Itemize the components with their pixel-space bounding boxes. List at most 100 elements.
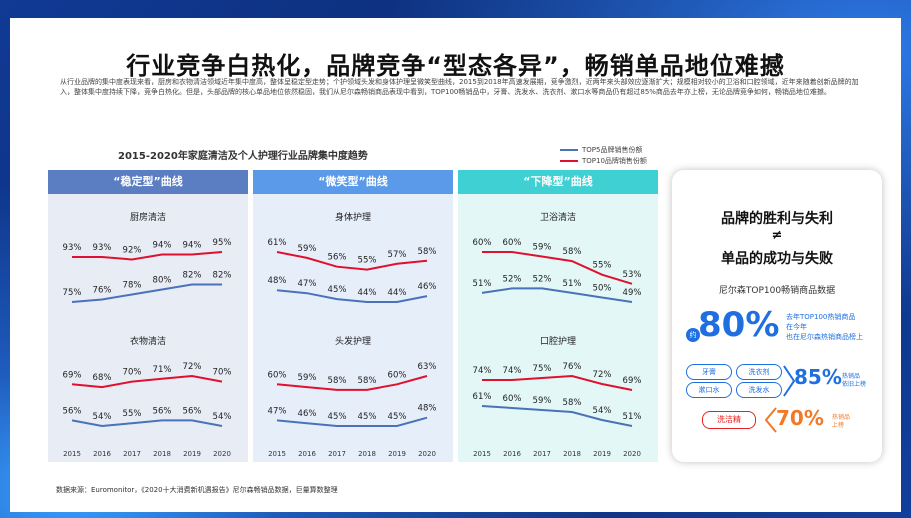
label-85-line2: 依旧上榜 [842,381,867,388]
data-label-top10-kitchen-2020: 95% [213,238,232,248]
data-label-top5-oral-2020: 51% [623,412,642,422]
percentage-85: 85% [794,365,842,389]
data-label-top5-laundry-2019: 56% [183,406,202,416]
x-tick-stable-2019: 2019 [183,450,201,458]
chart-group-decline: “下降型”曲线 卫浴清洁 60% 60% 59% 58% 55% 53% 51% 52% 52% 51… [458,170,658,462]
data-label-top10-laundry-2019: 72% [183,362,202,372]
x-tick-stable-2016: 2016 [93,450,111,458]
data-label-top10-oral-2017: 75% [533,364,552,374]
data-label-top10-oral-2016: 74% [503,366,522,376]
data-label-top10-body-2020: 58% [418,247,437,257]
tag-shampoo: 洗发水 [736,382,782,398]
data-label-top5-kitchen-2020: 82% [213,271,232,281]
panel-title-kitchen: 厨房清洁 [130,211,166,223]
data-label-top10-hair-2019: 60% [388,370,407,380]
label-85-line1: 热销品 [842,373,861,380]
data-label-top5-bath-2019: 50% [593,284,612,294]
data-label-top5-hair-2017: 45% [328,412,347,422]
x-tick-decline-2016: 2016 [503,450,521,458]
x-tick-smile-2016: 2016 [298,450,316,458]
intro-paragraph: 从行业品牌的集中度表现来看，厨房和衣物清洁领域近年集中度高，整体呈稳定型走势；个… [60,78,859,96]
approx-circle: 约 [686,328,700,342]
series-line-top10-hair [276,375,428,391]
x-tick-stable-2015: 2015 [63,450,81,458]
data-label-top10-kitchen-2018: 94% [153,241,172,251]
data-label-top5-hair-2018: 45% [358,412,377,422]
insight-line-1: 品牌的胜利与失利 [721,211,833,227]
tag-mouthwash: 漱口水 [686,382,732,398]
data-label-top5-kitchen-2017: 78% [123,281,142,291]
data-label-top5-laundry-2020: 54% [213,412,232,422]
data-source: 数据来源：Euromonitor，《2020十大消费新机遇报告》尼尔森畅销品数据… [56,486,338,494]
data-label-top5-oral-2018: 58% [563,398,582,408]
group-header-decline: “下降型”曲线 [458,170,658,194]
label-85: 热销品 依旧上榜 [842,373,866,389]
group-chart-svg-stable: 厨房清洁 93% 93% 92% 94% 94% 95% 75% 76% 78% 80% 82% 82%… [63,211,232,458]
data-label-top5-laundry-2015: 56% [63,406,82,416]
group-chart-svg-decline: 卫浴清洁 60% 60% 59% 58% 55% 53% 51% 52% 52% 51% 50% 49%… [473,211,642,458]
data-label-top5-hair-2020: 48% [418,404,437,414]
data-label-top5-hair-2016: 46% [298,409,317,419]
not-equal-sign: ≠ [771,228,783,243]
series-line-top5-bath [481,287,633,303]
x-tick-stable-2017: 2017 [123,450,141,458]
label-70-line2: 上榜 [832,422,845,429]
percentage-70: 70% [776,406,824,430]
data-label-top10-laundry-2018: 71% [153,365,172,375]
series-line-top10-body [276,251,428,271]
data-label-top5-body-2015: 48% [268,276,287,286]
tag-laundry-detergent: 洗衣剂 [736,364,782,380]
data-label-top5-hair-2015: 47% [268,406,287,416]
note-80-line1: 去年TOP100热销商品 [786,313,856,321]
x-tick-decline-2015: 2015 [473,450,491,458]
data-label-top10-kitchen-2016: 93% [93,243,112,253]
series-line-top10-bath [482,251,633,285]
data-label-top10-oral-2015: 74% [473,366,492,376]
x-tick-decline-2017: 2017 [533,450,551,458]
data-label-top10-kitchen-2015: 93% [63,243,82,253]
chart-title: 2015-2020年家庭清洁及个人护理行业品牌集中度趋势 [118,151,368,162]
data-label-top10-oral-2020: 69% [623,376,642,386]
data-label-top5-kitchen-2015: 75% [63,288,82,298]
x-tick-smile-2015: 2015 [268,450,286,458]
insight-line-3: 单品的成功与失败 [721,251,833,267]
data-label-top10-body-2016: 59% [298,244,317,254]
x-tick-decline-2019: 2019 [593,450,611,458]
label-70: 热销品 上榜 [832,414,850,430]
data-label-top10-laundry-2020: 70% [213,368,232,378]
data-label-top10-bath-2020: 53% [623,270,642,280]
data-label-top10-bath-2019: 55% [593,261,612,271]
x-tick-smile-2020: 2020 [418,450,436,458]
data-label-top5-kitchen-2019: 82% [183,271,202,281]
data-label-top5-body-2018: 44% [358,288,377,298]
series-line-top5-kitchen [71,283,222,303]
series-line-top10-kitchen [72,251,223,261]
x-tick-stable-2020: 2020 [213,450,231,458]
data-label-top5-laundry-2016: 54% [93,412,112,422]
data-label-top5-body-2020: 46% [418,282,437,292]
panel-title-laundry: 衣物清洁 [130,335,166,347]
data-label-top5-laundry-2018: 56% [153,406,172,416]
x-tick-stable-2018: 2018 [153,450,171,458]
legend-label-top5: TOP5品牌销售份额 [582,145,643,154]
tag-dish-soap: 洗洁精 [702,411,756,429]
tag-toothpaste: 牙膏 [686,364,732,380]
group-body-decline: 卫浴清洁 60% 60% 59% 58% 55% 53% 51% 52% 52% 51% 50% 49%… [458,194,658,462]
series-line-top5-body [276,289,428,303]
chevron-left-icon [764,407,777,433]
data-label-top5-oral-2016: 60% [503,394,522,404]
group-body-stable: 厨房清洁 93% 93% 92% 94% 94% 95% 75% 76% 78% 80% 82% 82%… [48,194,248,462]
data-label-top5-kitchen-2018: 80% [153,276,172,286]
panel-title-oral: 口腔护理 [540,335,576,347]
data-label-top10-body-2019: 57% [388,250,407,260]
data-label-top5-oral-2015: 61% [473,392,492,402]
data-label-top10-kitchen-2019: 94% [183,241,202,251]
series-line-top5-laundry [71,419,223,428]
data-label-top5-body-2019: 44% [388,288,407,298]
data-label-top10-bath-2015: 60% [473,238,492,248]
data-label-top10-hair-2015: 60% [268,370,287,380]
chevron-right-icon [783,365,796,397]
x-tick-smile-2019: 2019 [388,450,406,458]
data-label-top5-body-2017: 45% [328,285,347,295]
data-label-top5-body-2016: 47% [298,279,317,289]
